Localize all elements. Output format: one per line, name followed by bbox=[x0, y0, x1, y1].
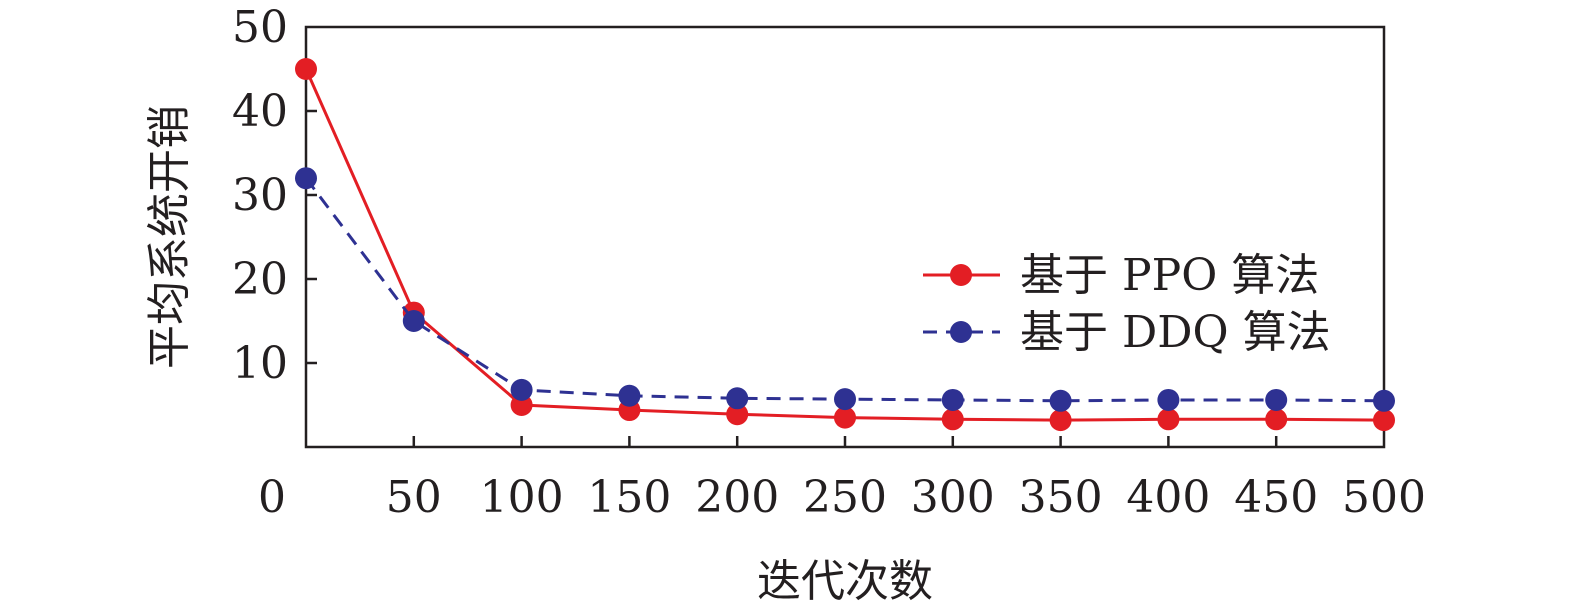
legend-label: 基于 PPO 算法 bbox=[1020, 250, 1319, 301]
x-tick-label: 450 bbox=[1234, 472, 1318, 523]
data-point bbox=[1265, 408, 1288, 431]
x-tick-label: 150 bbox=[587, 472, 671, 523]
x-tick-label: 100 bbox=[480, 472, 564, 523]
series-layer bbox=[295, 58, 1395, 432]
x-tick-label: 400 bbox=[1126, 472, 1210, 523]
x-axis-ticks: 0 50 100 150 200 250 300 350 400 450 500 bbox=[258, 436, 1426, 523]
data-point bbox=[1373, 409, 1395, 432]
x-tick-label: 500 bbox=[1342, 472, 1426, 523]
data-point bbox=[1373, 389, 1395, 412]
data-point bbox=[618, 384, 641, 407]
y-tick-label: 50 bbox=[232, 2, 288, 53]
data-point bbox=[510, 394, 533, 416]
data-point bbox=[1157, 388, 1180, 411]
y-axis-ticks: 10 20 30 40 50 bbox=[232, 2, 317, 389]
x-tick-label: 50 bbox=[386, 472, 442, 523]
data-point bbox=[726, 387, 749, 410]
x-tick-label: 0 bbox=[258, 472, 286, 523]
data-point bbox=[726, 403, 749, 426]
series-line bbox=[304, 68, 1385, 422]
x-axis-title: 迭代次数 bbox=[757, 556, 933, 607]
data-point bbox=[941, 388, 964, 411]
x-tick-label: 200 bbox=[695, 472, 779, 523]
legend-marker bbox=[950, 321, 972, 343]
x-tick-label: 250 bbox=[803, 472, 887, 523]
y-tick-label: 40 bbox=[232, 86, 288, 137]
data-point bbox=[1157, 408, 1180, 431]
x-tick-label: 300 bbox=[911, 472, 995, 523]
data-point bbox=[510, 378, 533, 401]
x-tick-label: 350 bbox=[1019, 472, 1103, 523]
data-point bbox=[1049, 409, 1072, 432]
data-point bbox=[402, 310, 425, 332]
data-point bbox=[941, 408, 964, 431]
data-point bbox=[1265, 388, 1288, 411]
y-tick-label: 10 bbox=[232, 338, 288, 389]
legend-label: 基于 DDQ 算法 bbox=[1020, 307, 1331, 358]
data-point bbox=[295, 58, 317, 80]
y-axis-title: 平均系统开销 bbox=[144, 105, 195, 369]
plot-frame bbox=[304, 25, 1386, 449]
y-tick-label: 20 bbox=[232, 254, 288, 305]
legend-marker bbox=[950, 264, 972, 286]
data-point bbox=[1049, 389, 1072, 412]
y-tick-label: 30 bbox=[232, 170, 288, 221]
data-point bbox=[834, 406, 856, 429]
data-point bbox=[834, 388, 856, 411]
data-point bbox=[295, 167, 317, 190]
